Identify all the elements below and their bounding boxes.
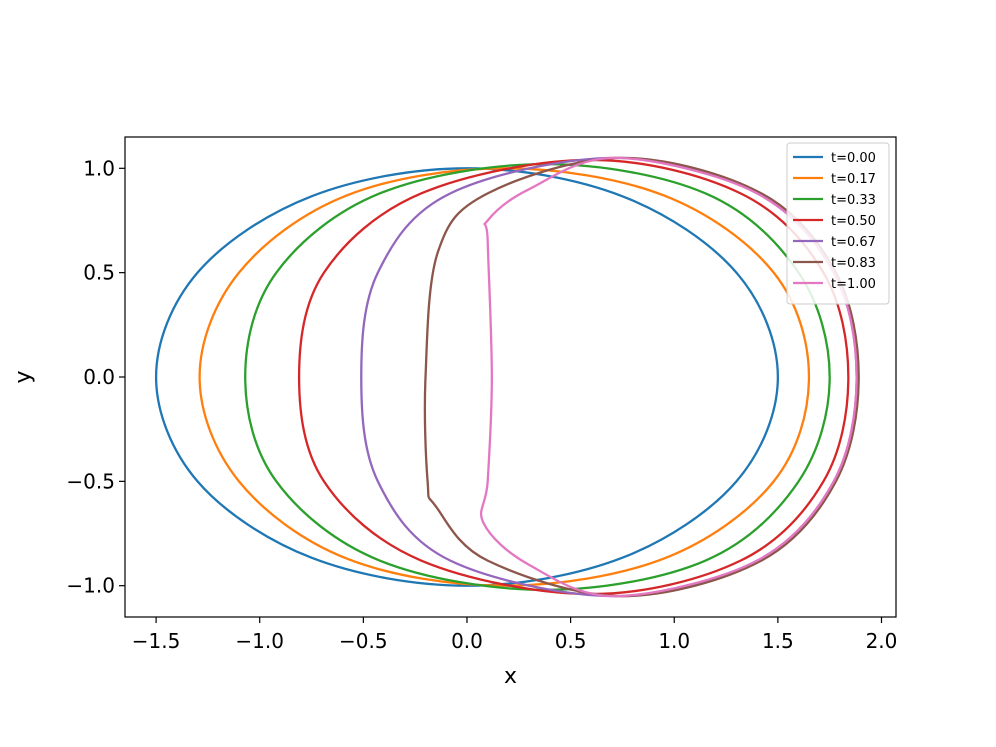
series-line-0 [154, 167, 780, 587]
legend: t=0.00 t=0.17 t=0.33 t=0.50 t=0.67 t=0.83 t=1.… [786, 142, 890, 305]
legend-label: t=1.00 [831, 277, 876, 292]
x-tick-label: 1.0 [658, 629, 690, 653]
y-tick-label: 1.0 [83, 156, 115, 180]
series-line-3 [297, 158, 850, 596]
x-axis-title: x [504, 664, 517, 689]
x-tick-label: 0.0 [451, 629, 483, 653]
x-tick-label: 1.5 [762, 629, 794, 653]
legend-box [786, 142, 890, 305]
x-tick-label: −1.0 [235, 629, 284, 653]
series-line-6 [479, 156, 858, 598]
legend-label: t=0.67 [831, 235, 876, 250]
plot-lines [154, 156, 860, 598]
x-axis-ticks: −1.5 −1.0 −0.5 0.0 0.5 1.0 1.5 2.0 [132, 617, 898, 653]
x-tick-label: 0.5 [555, 629, 587, 653]
legend-label: t=0.33 [831, 193, 876, 208]
y-tick-label: −0.5 [66, 469, 115, 493]
x-tick-label: −0.5 [339, 629, 388, 653]
legend-label: t=0.50 [831, 214, 876, 229]
series-line-2 [244, 162, 831, 592]
y-tick-label: 0.0 [83, 365, 115, 389]
series-line-4 [360, 156, 858, 598]
series-line-1 [198, 167, 811, 587]
y-axis-ticks: −1.0 −0.5 0.0 0.5 1.0 [66, 156, 125, 598]
x-tick-label: 2.0 [866, 629, 898, 653]
legend-label: t=0.83 [831, 256, 876, 271]
y-tick-label: −1.0 [66, 574, 115, 598]
x-tick-label: −1.5 [132, 629, 181, 653]
legend-label: t=0.17 [831, 172, 876, 187]
y-tick-label: 0.5 [83, 261, 115, 285]
series-line-5 [423, 156, 860, 598]
y-axis-title: y [11, 370, 36, 383]
legend-label: t=0.00 [831, 151, 876, 166]
